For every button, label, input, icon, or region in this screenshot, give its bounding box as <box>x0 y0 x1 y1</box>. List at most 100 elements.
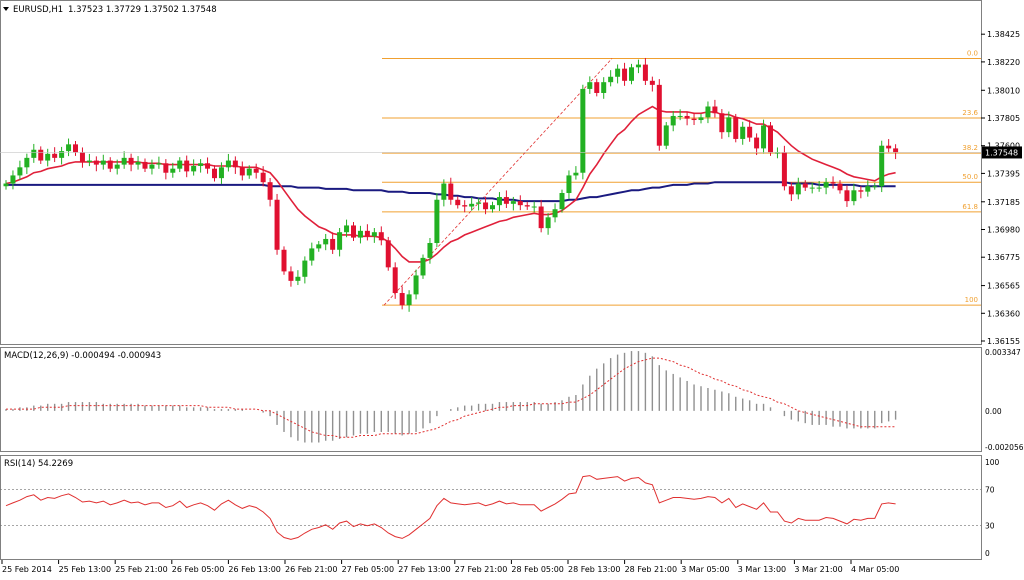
candle-body <box>66 144 72 152</box>
candle-body <box>212 168 217 179</box>
candle-body <box>691 118 697 121</box>
candle-body <box>31 149 37 158</box>
candle-body <box>121 157 127 165</box>
macd-axis-label: 0.003347 <box>985 348 1021 357</box>
macd-axis-label: 0.00 <box>985 407 1002 416</box>
candle-body <box>879 145 885 187</box>
candle-body <box>434 199 440 244</box>
fib-level-label: 50.0 <box>962 173 978 181</box>
price-tick-label: 1.36565 <box>987 282 1020 291</box>
candle-body <box>45 153 51 161</box>
candle-body <box>79 152 85 162</box>
candle-body <box>260 172 266 183</box>
candle-body <box>420 257 426 276</box>
candle-body <box>774 152 780 154</box>
candle-body <box>531 206 537 208</box>
candle-body <box>747 126 753 138</box>
candle-body <box>608 76 614 83</box>
candle-body <box>580 88 586 173</box>
price-tick-label: 1.37600 <box>987 142 1020 151</box>
candle-body <box>163 163 169 173</box>
candle-body <box>754 137 760 149</box>
candle-body <box>510 201 516 204</box>
candle-body <box>107 160 113 169</box>
candle-body <box>656 84 662 146</box>
price-axis: 1.38425 1.38220 1.38010 1.37805 1.37600 1.373… <box>0 30 1022 346</box>
candle-body <box>677 115 683 117</box>
price-tick-label: 1.38010 <box>987 86 1020 95</box>
rsi-label: RSI(14) 54.2269 <box>4 459 73 469</box>
candle-body <box>246 168 252 176</box>
time-tick-label: 25 Feb 21:00 <box>115 565 167 574</box>
candle-body <box>232 160 238 168</box>
candle-body <box>629 67 634 81</box>
rsi-axis-label: 100 <box>985 458 1000 467</box>
symbol-label: EURUSD,H1 <box>13 5 63 15</box>
candle-body <box>441 183 447 200</box>
candle-body <box>830 182 836 184</box>
candle-body <box>3 183 9 187</box>
candle-body <box>503 197 509 204</box>
price-tick-label: 1.38425 <box>987 30 1020 39</box>
candle-body <box>781 152 787 187</box>
candle-body <box>795 183 801 195</box>
price-tick-label: 1.37395 <box>987 169 1020 178</box>
price-tick-label: 1.37185 <box>987 198 1020 207</box>
candle-body <box>17 167 23 176</box>
candle-body <box>642 64 648 81</box>
ema-line <box>5 105 896 263</box>
candle-body <box>371 232 377 237</box>
time-tick-label: 28 Feb 21:00 <box>625 565 677 574</box>
macd-axis-label: -0.002056 <box>985 443 1024 452</box>
symbol-menu-icon[interactable] <box>3 7 9 11</box>
time-tick-label: 25 Feb 13:00 <box>59 565 111 574</box>
candle-body <box>802 183 808 188</box>
candle-body <box>670 115 676 126</box>
time-tick-label: 27 Feb 13:00 <box>398 565 450 574</box>
candle-body <box>344 225 350 233</box>
candle-body <box>469 203 475 207</box>
candle-body <box>281 249 287 272</box>
candle-body <box>156 163 162 165</box>
time-tick-label: 4 Mar 05:00 <box>851 565 899 574</box>
candle-body <box>351 225 356 238</box>
candle-body <box>184 160 190 172</box>
candle-body <box>330 238 336 250</box>
candle-body <box>545 217 551 229</box>
candle-body <box>635 64 641 68</box>
candle-body <box>712 106 718 114</box>
candle-body <box>448 183 454 200</box>
time-tick-label: 28 Feb 05:00 <box>511 565 563 574</box>
ema-red-line <box>5 105 896 263</box>
fib-level-label: 23.6 <box>962 109 978 117</box>
candle-body <box>663 125 669 146</box>
macd-panel-border <box>0 347 982 452</box>
price-tick-label: 1.37805 <box>987 114 1020 123</box>
candle-body <box>73 144 78 153</box>
candle-body <box>114 164 120 169</box>
macd-label: MACD(12,26,9) -0.000494 -0.000943 <box>4 351 161 361</box>
candle-body <box>135 161 141 165</box>
candle-body <box>191 165 197 172</box>
candle-body <box>253 168 259 173</box>
candle-body <box>740 126 746 139</box>
time-tick-label: 27 Feb 05:00 <box>342 565 394 574</box>
rsi-line <box>5 475 896 540</box>
price-tick-label: 1.36155 <box>987 337 1020 346</box>
candle-body <box>225 160 231 168</box>
candle-body <box>149 164 155 169</box>
candle-body <box>205 163 211 169</box>
time-tick-label: 26 Feb 13:00 <box>228 565 280 574</box>
candle-body <box>462 205 468 207</box>
candle-body <box>872 186 878 188</box>
macd-signal-line <box>6 357 896 438</box>
candle-body <box>733 117 739 139</box>
fib-level-label: 0.0 <box>967 50 978 58</box>
candle-body <box>392 267 398 294</box>
candle-body <box>649 80 655 85</box>
candle-body <box>587 82 593 89</box>
time-axis: 25 Feb 2014 25 Feb 13:00 25 Feb 21:00 26 Fe… <box>1 560 899 574</box>
macd-indicator: 0.003347 0.00 -0.002056 <box>5 348 1024 452</box>
candle-body <box>552 209 558 218</box>
